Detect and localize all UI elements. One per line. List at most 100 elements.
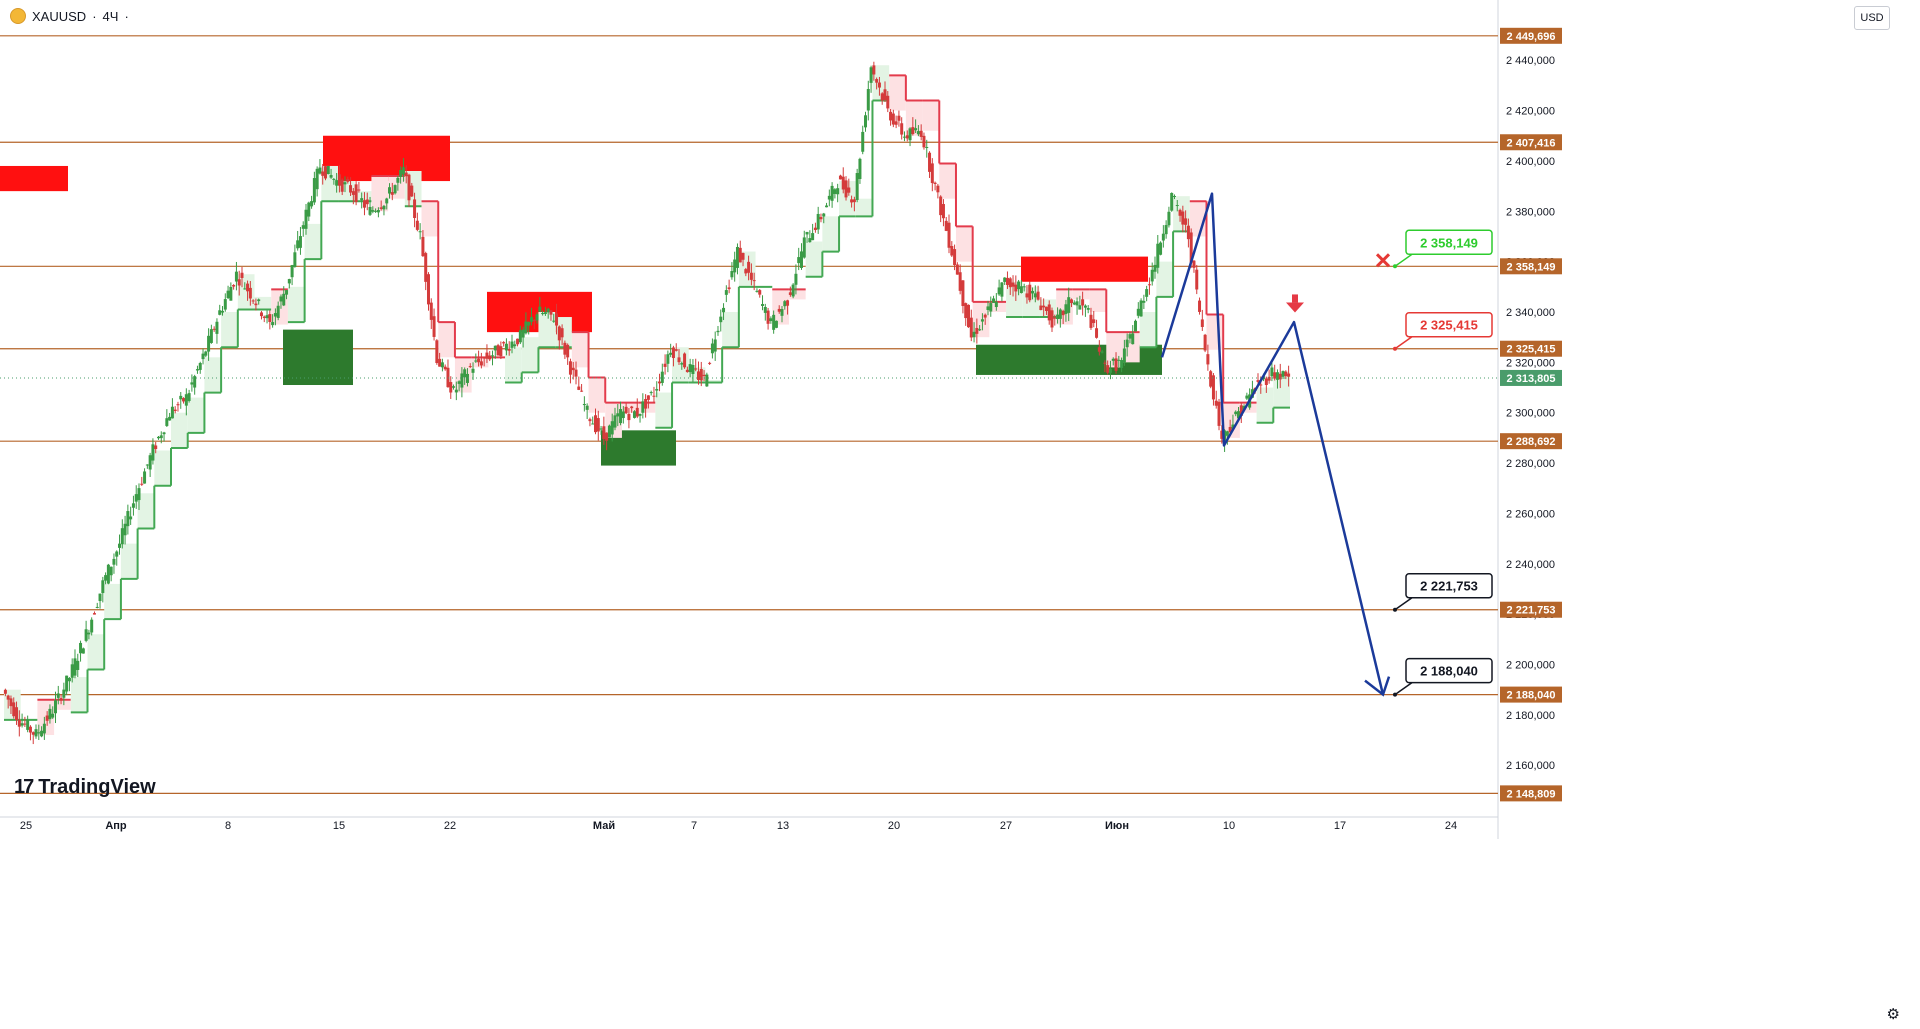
- candle-body: [229, 287, 233, 301]
- settings-gear-icon[interactable]: ⚙: [1886, 1006, 1900, 1023]
- candle-body: [145, 464, 149, 466]
- candle-body: [900, 123, 904, 135]
- price-level-tag: [1500, 433, 1562, 450]
- x-tick-label: 17: [1334, 820, 1346, 832]
- gold-symbol-icon: [10, 8, 26, 24]
- candle-body: [527, 321, 531, 326]
- candle-body: [791, 284, 795, 297]
- candle-body: [638, 413, 642, 416]
- candle-body: [555, 313, 559, 326]
- candle-body: [17, 719, 21, 727]
- timeframe-label[interactable]: 4Ч: [102, 8, 119, 24]
- y-tick-label: 2 260,000: [1506, 508, 1555, 520]
- candle-body: [198, 363, 202, 370]
- callout-anchor: [1393, 264, 1397, 269]
- candle-body: [154, 445, 158, 450]
- candle-body: [349, 185, 353, 193]
- trail-fill: [171, 412, 188, 448]
- candle-body: [691, 364, 695, 374]
- candle-body: [296, 240, 300, 249]
- callout-leader: [1394, 681, 1413, 696]
- candle-body: [1047, 304, 1051, 321]
- candle-body: [805, 231, 809, 235]
- candle-body: [452, 386, 456, 388]
- price-level-tag-label: 2 221,753: [1507, 605, 1556, 617]
- candle-body: [658, 381, 662, 384]
- candle-body: [1117, 359, 1121, 361]
- candle-body: [635, 407, 639, 417]
- candle-body: [560, 328, 564, 338]
- candle-body: [967, 304, 970, 328]
- symbol-name[interactable]: XAUUSD: [32, 8, 87, 24]
- candle-body: [479, 361, 483, 366]
- candle-body: [763, 306, 767, 313]
- trail-fill: [120, 543, 138, 579]
- candle-body: [1170, 192, 1174, 211]
- candle-body: [769, 318, 773, 322]
- currency-selector[interactable]: USD: [1854, 6, 1890, 30]
- candle-body: [688, 364, 692, 373]
- x-tick-label: 15: [333, 820, 345, 832]
- candle-body: [429, 302, 433, 320]
- candle-body: [12, 702, 16, 717]
- candle-body: [76, 660, 80, 670]
- candle-body: [877, 82, 881, 88]
- candle-body: [385, 198, 389, 204]
- candle-body: [1267, 376, 1271, 381]
- candle-body: [916, 131, 920, 135]
- candle-body: [329, 175, 333, 178]
- price-level-tag: [1500, 27, 1562, 44]
- header-separator-2: ·: [124, 8, 129, 24]
- candle-body: [92, 613, 96, 615]
- trail-fill: [1089, 289, 1107, 312]
- candle-body: [1184, 218, 1188, 225]
- candle-body: [722, 307, 726, 313]
- candle-body: [48, 708, 52, 720]
- candle-body: [332, 178, 336, 180]
- candle-body: [26, 720, 30, 730]
- candle-body: [733, 259, 737, 273]
- candle-body: [62, 689, 66, 698]
- callout-box: [1405, 657, 1493, 684]
- candle-body: [190, 382, 194, 385]
- candle-body: [858, 158, 862, 179]
- candle-body: [1167, 211, 1171, 226]
- candle-body: [1017, 281, 1021, 290]
- candle-body: [947, 222, 951, 248]
- candle-body: [552, 320, 556, 322]
- callout-box: [1405, 572, 1493, 599]
- candle-body: [415, 220, 419, 230]
- candle-body: [605, 432, 609, 441]
- candle-body: [1086, 308, 1090, 310]
- candle-body: [1122, 348, 1126, 363]
- candle-body: [510, 341, 514, 348]
- candle-body: [1031, 290, 1035, 294]
- candle-body: [148, 455, 152, 470]
- candle-body: [546, 308, 550, 313]
- candle-body: [930, 163, 934, 184]
- callout-leader: [1394, 253, 1413, 267]
- trail-fill: [939, 163, 956, 199]
- sell-arrow-icon: [1286, 302, 1304, 313]
- candle-body: [251, 300, 255, 302]
- candle-body: [1214, 400, 1218, 406]
- candle-body: [844, 180, 848, 198]
- candle-body: [1042, 305, 1046, 308]
- candle-body: [1089, 314, 1093, 328]
- x-tick-label: 8: [225, 820, 231, 832]
- candle-body: [724, 290, 728, 295]
- callout-anchor: [1393, 692, 1397, 697]
- candle-body: [340, 179, 344, 192]
- candle-body: [925, 146, 929, 148]
- candle-body: [499, 346, 503, 357]
- candle-body: [504, 343, 508, 351]
- trail-fill: [438, 322, 455, 358]
- candle-body: [1097, 347, 1101, 352]
- candle-body: [1106, 365, 1110, 373]
- candle-body: [404, 172, 408, 177]
- candle-body: [218, 310, 222, 315]
- candle-body: [1000, 282, 1004, 297]
- candle-body: [1125, 339, 1129, 348]
- candle-body: [168, 416, 172, 421]
